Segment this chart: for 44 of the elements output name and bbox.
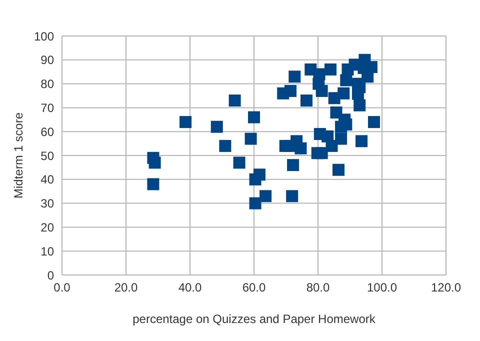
- point: [354, 99, 366, 112]
- point: [284, 84, 296, 97]
- point: [332, 164, 344, 176]
- point: [260, 190, 272, 202]
- y-tick-label: 90: [40, 53, 54, 68]
- y-tick-label: 80: [40, 77, 54, 92]
- point: [288, 70, 301, 83]
- point: [300, 94, 312, 107]
- point: [286, 190, 298, 202]
- y-axis-title: Midterm 1 score: [11, 112, 26, 199]
- y-tick-label: 20: [40, 220, 54, 234]
- x-tick-label: 20.0: [114, 280, 138, 295]
- point: [316, 84, 328, 97]
- y-tick-label: 30: [40, 196, 54, 211]
- y-tick-label: 0: [47, 268, 54, 282]
- x-tick-label: 120.0: [430, 280, 462, 295]
- y-tick-label: 10: [40, 244, 54, 258]
- point: [338, 87, 350, 100]
- point: [244, 132, 257, 145]
- point: [219, 140, 232, 152]
- point: [228, 94, 241, 107]
- y-tick-label: 40: [40, 172, 54, 187]
- point: [287, 159, 300, 172]
- x-tick-label: 60.0: [242, 280, 266, 295]
- x-tick-label: 0.0: [54, 280, 71, 295]
- x-axis-title: percentage on Quizzes and Paper Homework: [132, 312, 376, 326]
- point: [316, 147, 328, 160]
- point: [148, 156, 161, 169]
- point: [368, 116, 380, 128]
- y-tick-label: 50: [40, 148, 54, 163]
- point: [248, 111, 260, 124]
- point: [233, 156, 246, 169]
- point: [180, 116, 192, 128]
- x-tick-label: 100.0: [366, 280, 398, 295]
- x-tick-label: 40.0: [178, 280, 202, 295]
- y-tick-label: 100: [34, 29, 54, 44]
- x-tick-label: 80.0: [306, 280, 330, 295]
- point: [147, 178, 160, 190]
- point: [356, 135, 368, 148]
- point: [324, 63, 336, 76]
- point: [249, 197, 262, 210]
- y-tick-label: 70: [40, 100, 54, 115]
- point: [210, 120, 223, 133]
- y-tick-label: 60: [40, 124, 54, 139]
